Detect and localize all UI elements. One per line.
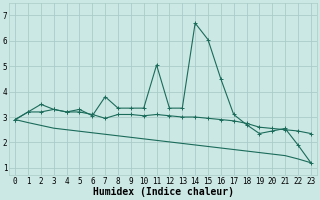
- X-axis label: Humidex (Indice chaleur): Humidex (Indice chaleur): [92, 187, 234, 197]
